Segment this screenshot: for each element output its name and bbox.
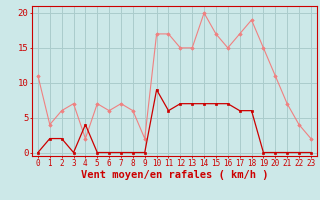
X-axis label: Vent moyen/en rafales ( km/h ): Vent moyen/en rafales ( km/h ) xyxy=(81,170,268,180)
